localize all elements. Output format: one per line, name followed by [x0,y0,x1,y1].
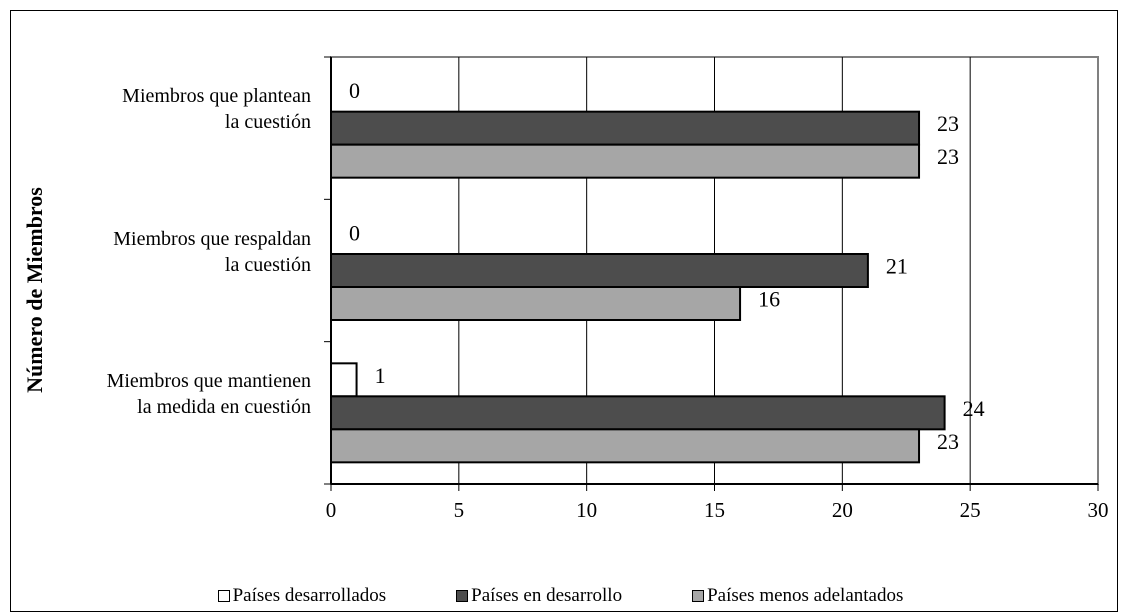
chart-frame [10,10,1118,612]
legend-label: Países desarrollados [232,585,387,606]
y-axis-label: Número de Miembros [22,187,47,393]
category-label: Miembros que plantean la cuestión [122,85,311,134]
legend-item: Países en desarrollo [456,585,622,607]
data-label: 23 [937,429,959,454]
data-label: 23 [937,144,959,169]
data-label: 16 [758,287,780,312]
x-tick-label: 0 [326,498,337,522]
bar [330,286,742,321]
legend-swatch [217,590,230,602]
x-tick-label: 5 [454,498,465,522]
bar [330,110,921,146]
bar [330,143,921,179]
bar [330,428,921,464]
data-label: 24 [963,396,985,421]
data-label: 21 [886,254,908,279]
x-tick-label: 10 [576,498,597,522]
legend-item: Países desarrollados [217,585,387,607]
x-tick-label: 30 [1088,498,1109,522]
legend-label: Países menos adelantados [707,585,904,606]
category-label: Miembros que mantienen la medida en cues… [106,369,311,418]
x-tick-label: 25 [960,498,981,522]
data-label: 1 [375,363,386,388]
bar [330,395,946,431]
category-label: Miembros que respaldan la cuestión [113,227,311,276]
bar [330,253,869,288]
x-tick-label: 15 [704,498,725,522]
legend: Países desarrollados Países en desarroll… [0,585,1121,607]
data-label: 0 [349,78,360,103]
data-label: 23 [937,111,959,136]
legend-swatch [456,590,469,602]
bar [330,362,358,398]
x-tick-label: 20 [832,498,853,522]
legend-item: Países menos adelantados [692,585,903,607]
legend-swatch [692,590,705,602]
legend-label: Países en desarrollo [471,585,623,606]
data-label: 0 [349,221,360,246]
